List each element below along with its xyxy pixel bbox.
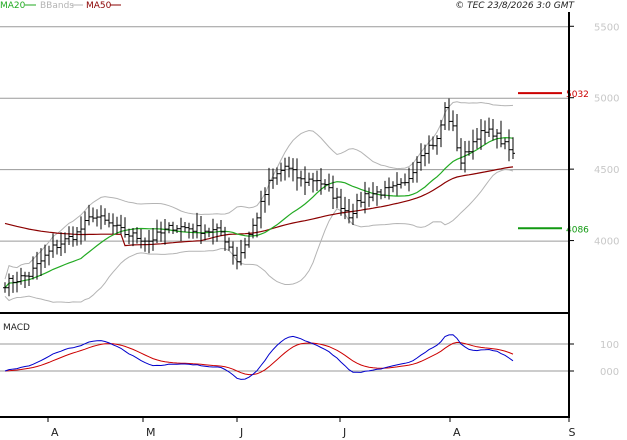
bband-upper-line — [4, 101, 514, 280]
macd-y-tick-label-0: 100 — [600, 340, 619, 351]
x-tick-label-0: A — [51, 426, 59, 439]
macd-line — [4, 334, 514, 380]
price-marker-label-0: 5032 — [566, 90, 589, 100]
macd-y-ticks: 100 000 — [569, 340, 619, 378]
price-marker-label-1: 4086 — [566, 225, 589, 235]
copyright-text: © TEC 23/8/2026 3:0 GMT — [455, 1, 575, 11]
price-y-tick-label-0: 5500 — [594, 22, 619, 33]
macd-y-tick-label-1: 000 — [600, 367, 619, 378]
ma20-line — [4, 136, 514, 289]
legend-ma20-label: MA20 — [0, 1, 26, 11]
x-tick-label-1: M — [146, 426, 156, 439]
bband-lower-line — [4, 168, 514, 304]
x-tick-label-5: S — [569, 426, 576, 439]
legend: MA20 BBands MA50 — [0, 1, 121, 11]
price-markers: 5032 4086 — [518, 90, 589, 235]
x-tick-label-3: J — [342, 426, 346, 439]
macd-label: MACD — [3, 323, 30, 333]
price-y-tick-label-3: 4000 — [594, 237, 619, 248]
legend-bbands-label: BBands — [40, 1, 74, 11]
x-tick-label-2: J — [239, 426, 243, 439]
macd-lines — [4, 334, 514, 380]
price-y-tick-label-1: 5000 — [594, 94, 619, 105]
ma20-line-group — [4, 136, 514, 289]
ma50-line — [4, 166, 514, 247]
x-tick-label-4: A — [453, 426, 461, 439]
price-y-ticks: 5500 5000 4500 4000 — [569, 22, 619, 248]
macd-grid — [0, 343, 569, 372]
macd-signal-line — [4, 341, 514, 376]
price-panel: 5032 4086 5500 5000 4500 4000 — [0, 12, 619, 313]
price-y-tick-label-2: 4500 — [594, 165, 619, 176]
macd-panel: MACD 100 000 — [0, 323, 619, 380]
ma50-line-group — [4, 166, 514, 247]
legend-ma50-label: MA50 — [86, 1, 112, 11]
ohlc-bars — [3, 98, 515, 297]
bollinger-bands — [4, 101, 514, 304]
